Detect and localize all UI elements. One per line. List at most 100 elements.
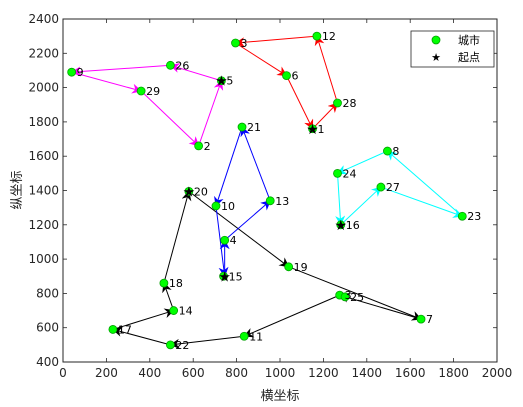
route-segment	[335, 173, 346, 226]
city-point	[184, 186, 194, 196]
route-3	[214, 126, 271, 278]
y-tick-label: 1400	[28, 184, 59, 198]
y-tick-label: 1800	[28, 115, 59, 129]
route-segment	[288, 266, 422, 321]
city-point	[169, 306, 179, 315]
route-segment	[162, 282, 175, 311]
y-tick-label: 1000	[28, 252, 59, 266]
y-axis-label: 纵坐标	[10, 170, 25, 209]
city-label: 23	[467, 210, 481, 223]
city-label: 15	[229, 270, 243, 283]
city-point	[211, 201, 221, 211]
city-label: 28	[343, 97, 357, 110]
city-point	[383, 146, 392, 156]
legend: 城市 ★ 起点	[410, 30, 495, 68]
city-label: 7	[426, 313, 433, 326]
legend-start-marker: ★	[431, 51, 441, 64]
x-tick-label: 1200	[308, 366, 339, 380]
route-segment	[235, 42, 288, 77]
city-label: 11	[249, 330, 263, 343]
start-markers-layer: ★ ★ ★ ★ ★	[183, 74, 347, 286]
city-point	[108, 325, 118, 334]
city-point	[336, 220, 346, 230]
y-axis-ticks: 400 600 800 1000 1200 1400 1600 1800 2000 2200 240…	[28, 12, 497, 369]
route-segment	[70, 64, 171, 77]
city-point	[239, 331, 249, 341]
y-tick-label: 2000	[28, 81, 59, 95]
city-label: 2	[204, 140, 211, 153]
route-segment	[243, 294, 340, 338]
start-star-marker: ★	[334, 218, 347, 234]
route-segment	[340, 186, 382, 226]
city-label: 20	[194, 185, 208, 198]
city-label: 1	[318, 123, 325, 136]
route-segment	[198, 79, 224, 147]
route-segment	[386, 150, 463, 217]
start-star-marker: ★	[306, 122, 319, 138]
city-point	[265, 196, 275, 206]
city-point	[340, 292, 350, 302]
city-label: 4	[230, 234, 237, 247]
route-segment	[214, 126, 243, 207]
city-label: 3	[345, 289, 352, 302]
city-point	[282, 71, 291, 80]
x-tick-label: 1800	[438, 366, 469, 380]
route-segment	[188, 190, 290, 268]
city-point	[136, 86, 146, 96]
city-label: 13	[275, 195, 289, 208]
city-label: 29	[146, 85, 160, 98]
route-1	[234, 35, 339, 130]
route-segment	[111, 326, 171, 346]
city-label: 18	[169, 277, 183, 290]
route-segment	[215, 205, 229, 278]
city-label: 21	[247, 121, 261, 134]
route-segment	[338, 292, 422, 320]
city-label: 17	[118, 323, 132, 336]
route-segment	[380, 186, 464, 218]
y-tick-label: 800	[36, 286, 59, 300]
city-point	[284, 262, 294, 272]
route-0	[111, 190, 422, 349]
city-point	[333, 168, 342, 178]
legend-box	[410, 30, 495, 68]
x-tick-label: 1000	[265, 366, 296, 380]
city-point	[159, 278, 169, 288]
route-segment	[112, 308, 175, 330]
x-tick-label: 800	[225, 366, 248, 380]
y-tick-label: 600	[36, 321, 59, 335]
city-label: 16	[346, 219, 360, 232]
city-label: 27	[386, 181, 400, 194]
x-axis-ticks: 0 200 400 600 800 1000 1200 1400 1600 1800 2000	[59, 19, 512, 380]
city-point	[166, 340, 175, 350]
start-star-marker: ★	[218, 269, 231, 285]
city-point	[194, 141, 204, 151]
x-tick-label: 600	[182, 366, 205, 380]
city-point	[219, 271, 228, 281]
city-label: 14	[179, 305, 193, 318]
plot-area	[62, 18, 498, 363]
city-point	[312, 31, 322, 41]
y-tick-label: 1200	[28, 218, 59, 232]
city-label: 9	[77, 66, 84, 79]
y-tick-label: 2400	[28, 12, 59, 26]
x-axis-label: 横坐标	[260, 389, 299, 404]
x-tick-label: 0	[59, 366, 67, 380]
legend-start-label: 起点	[458, 51, 480, 64]
city-point	[217, 76, 226, 86]
city-label: 26	[175, 59, 189, 72]
legend-city-marker	[431, 35, 441, 45]
city-label: 19	[294, 261, 308, 274]
x-tick-label: 1600	[395, 366, 426, 380]
city-label: 24	[343, 167, 357, 180]
city-label: 12	[322, 30, 336, 43]
x-tick-label: 2000	[482, 366, 513, 380]
y-tick-label: 2200	[28, 46, 59, 60]
route-segment	[286, 75, 314, 130]
routes-layer	[70, 35, 464, 349]
route-segment	[234, 35, 317, 48]
route-segment	[240, 126, 271, 201]
route-segment	[169, 335, 245, 349]
start-star-marker: ★	[215, 74, 228, 90]
